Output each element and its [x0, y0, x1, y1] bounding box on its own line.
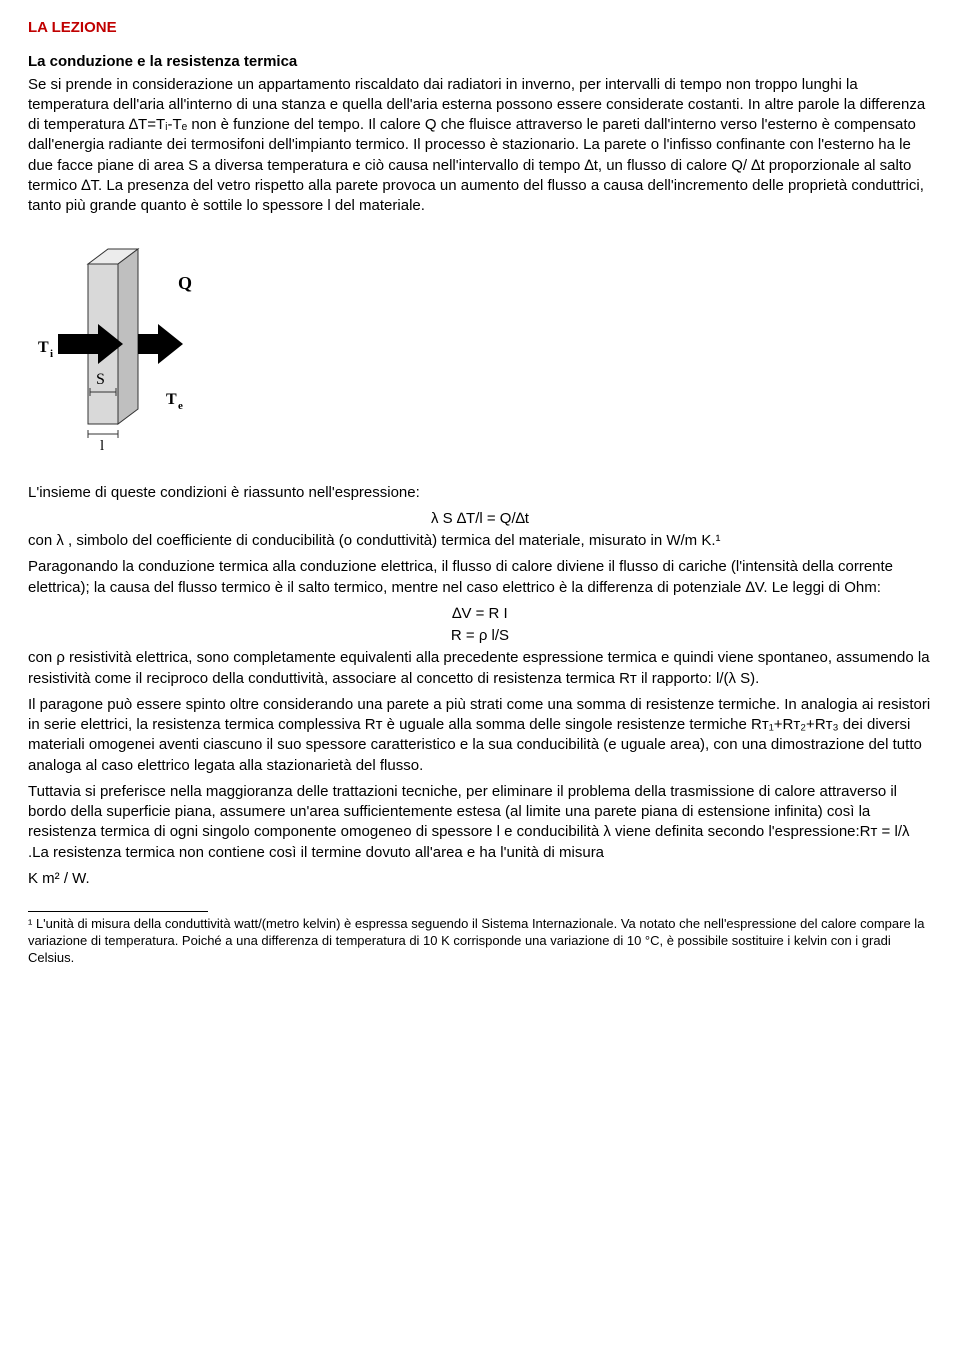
subtitle: La conduzione e la resistenza termica: [28, 52, 932, 72]
label-S: S: [96, 371, 105, 388]
label-Te-sub: e: [178, 400, 183, 412]
label-l: l: [100, 438, 104, 454]
slab-diagram-svg: S T i T e Q l: [28, 234, 213, 454]
equation-1: λ S ∆T/l = Q/∆t: [28, 509, 932, 529]
paragraph-3: Paragonando la conduzione termica alla c…: [28, 557, 932, 598]
label-Te: T: [166, 391, 177, 408]
paragraph-1: Se si prende in considerazione un appart…: [28, 75, 932, 217]
paragraph-2-intro: L'insieme di queste condizioni è riassun…: [28, 483, 932, 503]
label-Q: Q: [178, 273, 192, 293]
paragraph-2-rest: con λ , simbolo del coefficiente di cond…: [28, 531, 932, 551]
paragraph-4: con ρ resistività elettrica, sono comple…: [28, 648, 932, 689]
section-title: LA LEZIONE: [28, 18, 932, 38]
paragraph-6: Tuttavia si preferisce nella maggioranza…: [28, 782, 932, 863]
paragraph-5: Il paragone può essere spinto oltre cons…: [28, 695, 932, 776]
footnote-separator: [28, 911, 208, 912]
label-Ti: T: [38, 339, 49, 356]
equation-2: ∆V = R I: [28, 604, 932, 624]
label-Ti-sub: i: [50, 348, 53, 360]
figure-wall-slab: S T i T e Q l: [28, 234, 932, 460]
equation-3: R = ρ l/S: [28, 626, 932, 646]
paragraph-6-unit: K m² / W.: [28, 869, 932, 889]
footnote-1: ¹ L'unità di misura della conduttività w…: [28, 916, 932, 967]
